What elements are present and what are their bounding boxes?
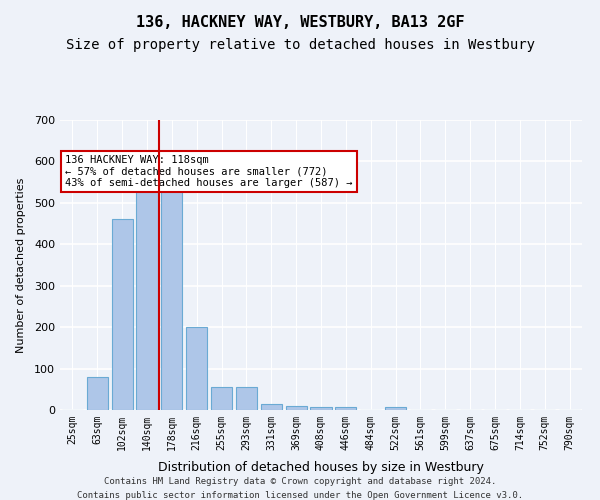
Bar: [112, 220, 133, 410]
Text: Contains HM Land Registry data © Crown copyright and database right 2024.: Contains HM Land Registry data © Crown c…: [104, 478, 496, 486]
Bar: [310, 406, 332, 410]
Text: 136 HACKNEY WAY: 118sqm
← 57% of detached houses are smaller (772)
43% of semi-d: 136 HACKNEY WAY: 118sqm ← 57% of detache…: [65, 155, 353, 188]
Bar: [335, 406, 356, 410]
Bar: [236, 387, 257, 410]
X-axis label: Distribution of detached houses by size in Westbury: Distribution of detached houses by size …: [158, 461, 484, 474]
Text: Size of property relative to detached houses in Westbury: Size of property relative to detached ho…: [65, 38, 535, 52]
Text: 136, HACKNEY WAY, WESTBURY, BA13 2GF: 136, HACKNEY WAY, WESTBURY, BA13 2GF: [136, 15, 464, 30]
Y-axis label: Number of detached properties: Number of detached properties: [16, 178, 26, 352]
Bar: [161, 182, 182, 410]
Bar: [87, 377, 108, 410]
Text: Contains public sector information licensed under the Open Government Licence v3: Contains public sector information licen…: [77, 491, 523, 500]
Bar: [186, 327, 207, 410]
Bar: [211, 387, 232, 410]
Bar: [261, 404, 282, 410]
Bar: [136, 182, 158, 410]
Bar: [385, 406, 406, 410]
Bar: [286, 406, 307, 410]
